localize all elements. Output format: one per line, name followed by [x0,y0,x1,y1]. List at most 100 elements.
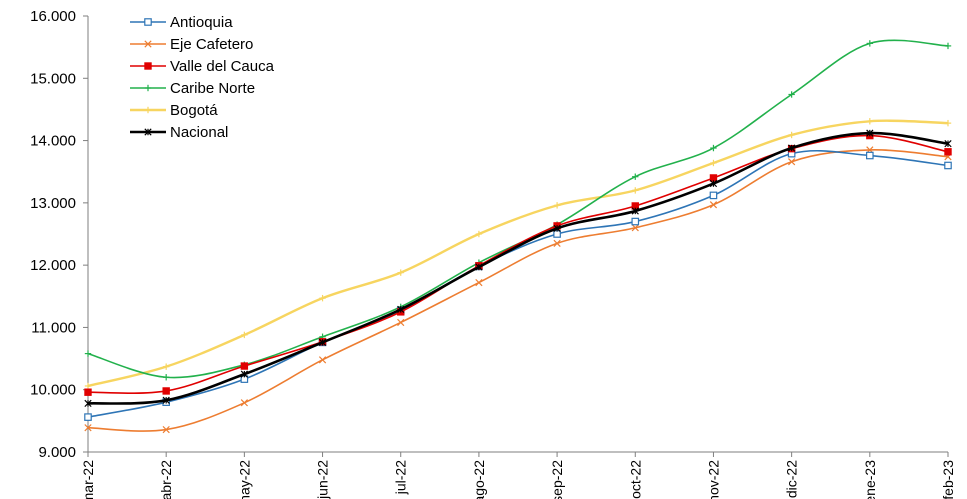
data-point-eje-cafetero [475,278,483,287]
data-point-nacional [866,129,874,137]
data-point-bogota [84,382,92,390]
data-point-eje-cafetero [553,239,561,247]
legend-item-nacional: Nacional [130,124,228,141]
data-point-eje-cafetero [709,201,718,209]
data-point-caribe-norte [710,144,717,152]
legend-label: Eje Cafetero [170,36,253,53]
series-bogota [84,118,952,390]
legend: Antioquia Eje Cafetero Valle del Cauca Cari… [130,14,275,141]
data-point-eje-cafetero [162,425,170,434]
data-point-bogota [944,119,952,127]
series-line-antioquia [87,149,949,418]
data-point-caribe-norte [788,91,795,98]
data-point-eje-cafetero [788,158,796,166]
legend-label: Valle del Cauca [170,58,275,75]
data-point-antioquia [866,151,874,160]
data-point-caribe-norte [162,374,170,381]
data-point-eje-cafetero [318,356,327,364]
series-nacional [84,129,952,408]
data-point-nacional [318,338,327,347]
legend-item-caribe-norte: Caribe Norte [130,80,255,97]
data-point-bogota [475,230,483,238]
data-point-nacional [240,370,248,378]
x-tick-label: may-22 [236,460,252,499]
data-point-eje-cafetero [84,424,92,432]
data-point-bogota [162,363,170,370]
series-antioquia [84,149,952,421]
legend-label: Antioquia [170,14,233,31]
data-point-valle-del-cauca [944,148,952,156]
data-point-antioquia [553,230,561,238]
x-tick-label: sep-22 [549,460,565,499]
legend-item-valle-del-cauca: Valle del Cauca [130,58,275,75]
data-point-bogota [710,159,717,167]
data-point-valle-del-cauca [162,387,170,395]
x-tick-label: dic-22 [784,460,800,498]
x-tick-label: nov-22 [705,460,721,499]
x-tick-label: ago-22 [471,460,487,499]
legend-label: Nacional [170,124,228,141]
data-point-nacional [788,144,796,152]
legend-marker [144,106,152,114]
y-tick-label: 10.000 [30,382,76,399]
data-point-bogota [397,269,404,276]
data-point-bogota [319,294,326,302]
series-eje-cafetero [84,146,952,434]
data-point-nacional [631,207,639,215]
data-point-caribe-norte [632,173,639,180]
y-axis-ticks: 9.000 10.000 11.000 12.000 13.000 14.000 15.00… [30,8,88,461]
x-tick-label: abr-22 [158,460,174,499]
y-tick-label: 16.000 [30,8,76,25]
x-axis-ticks: mar-22 abr-22 may-22 jun-22 jul-22 ago-22 sep-… [80,452,956,499]
x-tick-label: oct-22 [627,460,643,499]
x-tick-label: jul-22 [393,460,409,495]
data-point-nacional [397,305,405,313]
legend-marker [144,128,152,136]
x-tick-label: jun-22 [315,460,331,499]
x-tick-label: feb-23 [940,460,956,499]
series-line-bogota [87,119,949,388]
data-point-caribe-norte [944,42,952,50]
y-tick-label: 9.000 [38,444,76,461]
y-tick-label: 14.000 [30,133,76,150]
data-point-bogota [788,131,795,139]
series-valle-del-cauca [84,131,952,396]
data-point-caribe-norte [84,350,92,357]
legend-label: Caribe Norte [170,80,255,97]
data-point-nacional [944,140,952,148]
y-tick-label: 15.000 [30,70,76,87]
legend-marker [144,62,152,70]
legend-label: Bogotá [170,102,218,119]
series-line-nacional [87,131,949,405]
data-point-eje-cafetero [397,318,405,327]
data-point-bogota [241,331,248,339]
x-tick-label: mar-22 [80,460,96,499]
data-point-antioquia [709,191,718,200]
data-point-valle-del-cauca [240,362,249,370]
data-point-nacional [162,396,170,404]
x-tick-label: ene-23 [862,460,878,499]
series-layer [84,39,952,434]
legend-item-bogota: Bogotá [130,102,218,119]
data-point-nacional [84,399,92,408]
y-tick-label: 13.000 [30,195,76,212]
axes [87,16,948,453]
legend-item-antioquia: Antioquia [130,14,233,31]
data-point-antioquia [84,413,92,421]
y-tick-label: 11.000 [31,319,76,336]
y-tick-label: 12.000 [30,257,76,274]
series-line-valle-del-cauca [87,134,949,395]
data-point-eje-cafetero [631,224,639,232]
data-point-caribe-norte [866,40,874,47]
data-point-bogota [632,187,639,194]
data-point-eje-cafetero [240,399,248,407]
data-point-antioquia [944,161,952,170]
legend-marker [144,84,152,92]
data-point-valle-del-cauca [709,174,718,182]
legend-marker [144,18,152,26]
data-point-antioquia [631,217,640,226]
legend-item-eje-cafetero: Eje Cafetero [130,36,253,53]
data-point-nacional [475,263,483,271]
